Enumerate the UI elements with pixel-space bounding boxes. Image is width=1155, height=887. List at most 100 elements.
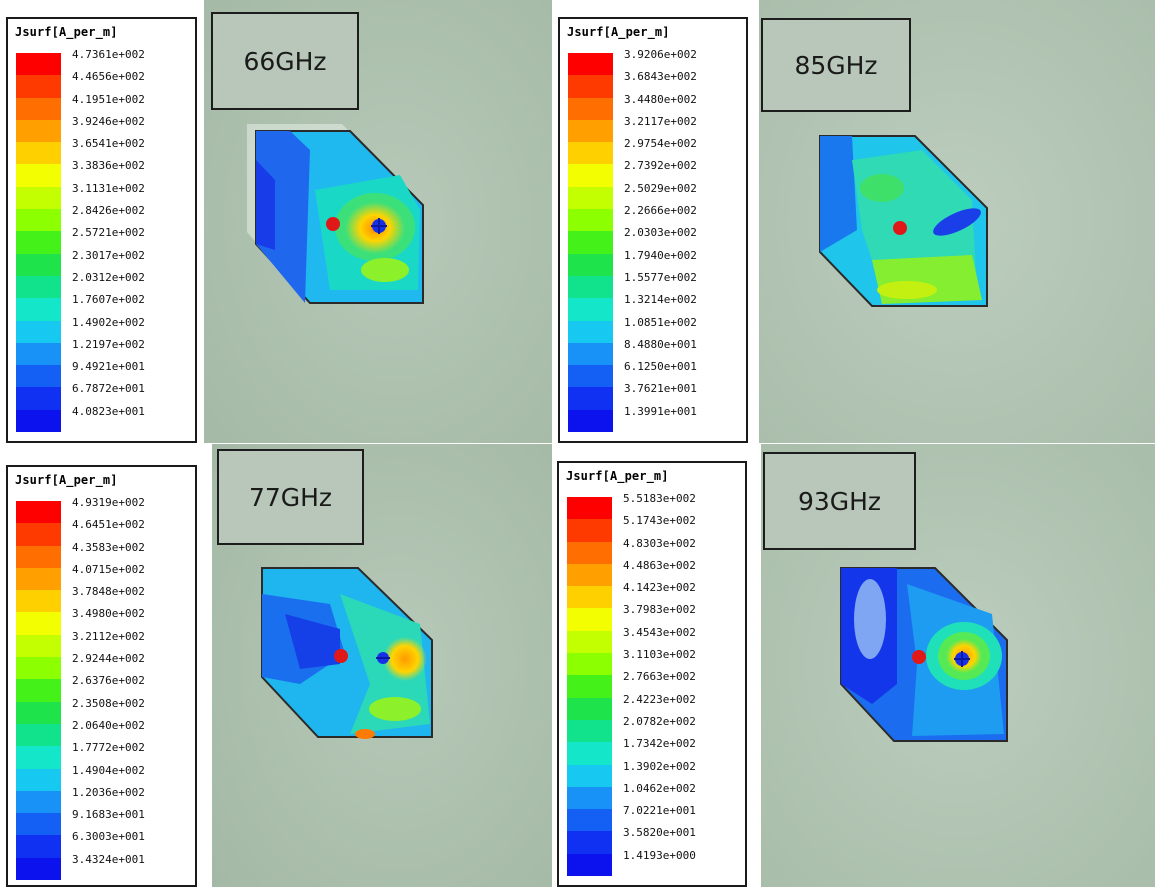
- color-swatch: [568, 142, 613, 165]
- legend-values: 4.9319e+002 4.6451e+002 4.3583e+002 4.0715e…: [72, 492, 145, 871]
- color-swatch: [567, 563, 612, 587]
- color-swatch: [16, 142, 61, 165]
- color-swatch: [16, 567, 61, 591]
- legend-value: 4.4863e+002: [623, 558, 696, 572]
- color-swatch: [568, 298, 613, 321]
- color-swatch: [16, 657, 61, 680]
- color-swatch: [567, 742, 612, 765]
- color-swatch: [16, 298, 61, 321]
- legend-value: 3.9206e+002: [624, 48, 697, 61]
- legend-value: 6.1250e+001: [624, 360, 697, 374]
- panel-93ghz: Jsurf[A_per_m] 5.5183e+002 5.1743e+002 4.8…: [552, 444, 1155, 887]
- color-swatch: [568, 320, 613, 343]
- legend-value: 2.9244e+002: [72, 652, 145, 666]
- color-swatch: [16, 186, 61, 210]
- legend-value: 2.4223e+002: [623, 692, 696, 706]
- color-swatch: [16, 53, 61, 76]
- color-swatch: [16, 253, 61, 276]
- legend-value: 3.4980e+002: [72, 607, 145, 621]
- legend-value: 2.0782e+002: [623, 714, 696, 728]
- legend-values: 5.5183e+002 5.1743e+002 4.8303e+002 4.4863e…: [623, 488, 696, 867]
- legend-value: 2.7663e+002: [623, 670, 696, 684]
- color-swatch: [16, 523, 61, 546]
- color-swatch: [16, 590, 61, 613]
- legend-value: 2.0303e+002: [624, 226, 697, 240]
- legend-value: 2.0312e+002: [72, 270, 145, 284]
- field-plot-66ghz: [204, 0, 552, 443]
- color-swatch: [568, 186, 613, 210]
- color-swatch: [567, 653, 612, 676]
- legend-value: 1.0462e+002: [623, 781, 696, 795]
- legend-title: Jsurf[A_per_m]: [566, 469, 669, 483]
- legend-value: 2.2666e+002: [624, 204, 697, 218]
- legend-value: 3.4480e+002: [624, 92, 697, 106]
- color-swatch: [16, 75, 61, 98]
- legend-value: 1.7342e+002: [623, 737, 696, 751]
- color-swatch: [16, 612, 61, 635]
- color-swatch: [568, 75, 613, 98]
- color-swatch: [568, 253, 613, 276]
- color-swatch: [16, 545, 61, 568]
- color-swatch: [16, 701, 61, 724]
- color-swatch: [16, 723, 61, 747]
- legend-value: 5.5183e+002: [623, 492, 696, 505]
- legend-value: 4.6451e+002: [72, 518, 145, 532]
- legend-value: 5.1743e+002: [623, 514, 696, 528]
- legend-value: 3.7983e+002: [623, 603, 696, 617]
- legend-value: 4.4656e+002: [72, 70, 145, 84]
- color-swatch: [567, 497, 612, 520]
- color-swatch: [568, 365, 613, 388]
- color-swatch: [16, 320, 61, 343]
- color-swatch: [567, 541, 612, 564]
- legend-title: Jsurf[A_per_m]: [15, 473, 118, 487]
- legend-value: 2.5029e+002: [624, 181, 697, 195]
- frequency-label-93ghz: 93GHz: [763, 452, 916, 550]
- legend-value: 4.3583e+002: [72, 540, 145, 554]
- color-swatch: [16, 857, 61, 881]
- color-swatch: [16, 119, 61, 143]
- legend-value: 1.7940e+002: [624, 248, 697, 262]
- panel-77ghz: Jsurf[A_per_m] 4.9319e+002 4.6451e+002 4.3…: [0, 444, 552, 887]
- legend-value: 1.3902e+002: [623, 759, 696, 773]
- legend-value: 4.1423e+002: [623, 581, 696, 595]
- color-swatch: [568, 164, 613, 187]
- color-swatch: [16, 768, 61, 791]
- legend-value: 1.3214e+002: [624, 293, 697, 307]
- color-swatch: [16, 209, 61, 232]
- legend-values: 3.9206e+002 3.6843e+002 3.4480e+002 3.2117e…: [624, 44, 697, 423]
- color-swatch: [16, 835, 61, 858]
- color-scale: [16, 501, 61, 881]
- legend-value: 3.2117e+002: [624, 114, 697, 128]
- color-swatch: [16, 409, 61, 433]
- legend-value: 4.8303e+002: [623, 536, 696, 550]
- color-swatch: [568, 119, 613, 143]
- legend-value: 3.7621e+001: [624, 382, 697, 396]
- color-scale: [567, 497, 612, 877]
- color-swatch: [16, 275, 61, 299]
- color-swatch: [568, 231, 613, 254]
- legend-66ghz: Jsurf[A_per_m] 4.7361e+002 4.4656e+002 4.1…: [6, 17, 197, 443]
- legend-value: 2.6376e+002: [72, 674, 145, 688]
- color-swatch: [16, 387, 61, 410]
- legend-title: Jsurf[A_per_m]: [567, 25, 670, 39]
- legend-value: 4.0823e+001: [72, 404, 145, 418]
- legend-value: 1.4902e+002: [72, 315, 145, 329]
- color-swatch: [16, 97, 61, 120]
- legend-value: 3.3836e+002: [72, 159, 145, 173]
- color-swatch: [568, 275, 613, 299]
- legend-value: 2.7392e+002: [624, 159, 697, 173]
- legend-value: 1.7772e+002: [72, 741, 145, 755]
- color-swatch: [568, 53, 613, 76]
- legend-title: Jsurf[A_per_m]: [15, 25, 118, 39]
- legend-value: 1.5577e+002: [624, 270, 697, 284]
- color-swatch: [567, 630, 612, 654]
- frequency-label-77ghz: 77GHz: [217, 449, 364, 545]
- legend-value: 1.3991e+001: [624, 404, 697, 418]
- legend-77ghz: Jsurf[A_per_m] 4.9319e+002 4.6451e+002 4.3…: [6, 465, 197, 887]
- legend-value: 3.9246e+002: [72, 114, 145, 128]
- legend-value: 3.4324e+001: [72, 852, 145, 866]
- panel-66ghz: Jsurf[A_per_m] 4.7361e+002 4.4656e+002 4.1…: [0, 0, 552, 443]
- frequency-label-85ghz: 85GHz: [761, 18, 911, 112]
- legend-value: 1.7607e+002: [72, 293, 145, 307]
- panel-85ghz: Jsurf[A_per_m] 3.9206e+002 3.6843e+002 3.4…: [552, 0, 1155, 443]
